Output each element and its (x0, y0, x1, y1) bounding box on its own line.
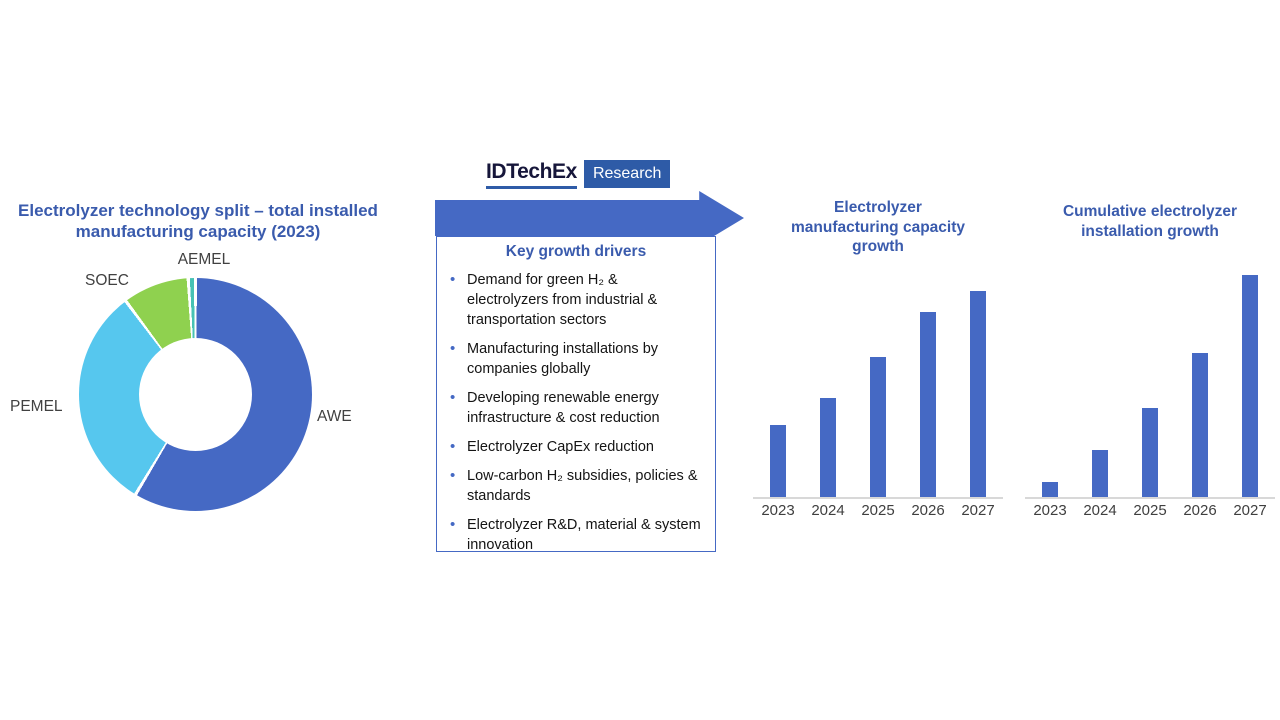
bar-chart-2-title-line2: installation growth (1081, 222, 1219, 240)
bar-chart-1: Electrolyzer manufacturing capacity grow… (752, 198, 1004, 519)
bar-chart-1-title-line3: growth (852, 238, 904, 255)
bar-labels: 2023 2024 2025 2026 2027 (1024, 502, 1276, 519)
bar-label: 2023 (761, 502, 795, 519)
bar (1242, 275, 1258, 497)
donut-hole (139, 338, 252, 451)
bar-chart-1-title-line1: Electrolyzer (834, 199, 922, 216)
donut-label-soec: SOEC (85, 272, 129, 289)
bar-labels: 2023 2024 2025 2026 2027 (752, 502, 1004, 519)
donut-chart (79, 278, 312, 511)
bullet-icon: • (450, 271, 456, 288)
bar (770, 424, 786, 497)
bar-chart-1-title: Electrolyzer manufacturing capacity grow… (752, 198, 1004, 257)
driver-item: • Manufacturing installations by compani… (448, 339, 709, 379)
bar-label: 2025 (1133, 502, 1167, 519)
bar (920, 311, 936, 497)
drivers-list: • Demand for green H₂ & electrolyzers fr… (437, 270, 715, 555)
donut-label-aemel: AEMEL (177, 251, 231, 268)
idtechex-wordmark: IDTechEx (486, 160, 577, 189)
bar (870, 356, 886, 497)
bar (1192, 352, 1208, 497)
bar-chart-2: Cumulative electrolyzer installation gro… (1024, 198, 1276, 519)
bullet-icon: • (450, 467, 456, 484)
bar (1092, 450, 1108, 497)
driver-item: • Electrolyzer R&D, material & system in… (448, 515, 709, 555)
bar-chart-2-title: Cumulative electrolyzer installation gro… (1024, 202, 1276, 241)
bar (1142, 408, 1158, 497)
driver-text: Demand for green H₂ & electrolyzers from… (467, 272, 658, 328)
driver-item: • Low-carbon H₂ subsidies, policies & st… (448, 466, 709, 506)
driver-item: • Electrolyzer CapEx reduction (448, 437, 709, 457)
donut-chart-title-line1: Electrolyzer technology split – total in… (18, 201, 378, 220)
driver-text: Manufacturing installations by companies… (467, 341, 659, 377)
driver-text: Electrolyzer CapEx reduction (467, 439, 654, 455)
bar-label: 2025 (861, 502, 895, 519)
bars (752, 272, 1004, 497)
bar (970, 291, 986, 497)
bars (1024, 272, 1276, 497)
bar-label: 2023 (1033, 502, 1067, 519)
bar-chart-2-title-line1: Cumulative electrolyzer (1062, 203, 1237, 220)
idtechex-logo: IDTechEx Research (486, 160, 671, 189)
bar (820, 398, 836, 497)
driver-text: Electrolyzer R&D, material & system inno… (467, 517, 701, 553)
driver-item: • Developing renewable energy infrastruc… (448, 388, 709, 428)
bullet-icon: • (450, 438, 456, 455)
x-axis-line (753, 497, 1003, 499)
bar-label: 2027 (961, 502, 995, 519)
bar-label: 2027 (1233, 502, 1267, 519)
research-badge: Research (583, 160, 671, 188)
bar-chart-1-title-line2: manufacturing capacity (791, 218, 965, 236)
drivers-title: Key growth drivers (505, 243, 647, 260)
donut-chart-title-line2: manufacturing capacity (2023) (75, 222, 321, 241)
donut-chart-title: Electrolyzer technology split – total in… (0, 200, 396, 242)
bar-label: 2026 (911, 502, 945, 519)
driver-text: Developing renewable energy infrastructu… (467, 390, 660, 426)
bullet-icon: • (450, 340, 456, 357)
bar-label: 2024 (1083, 502, 1117, 519)
bar-label: 2026 (1183, 502, 1217, 519)
donut-label-awe: AWE (317, 408, 352, 425)
bullet-icon: • (450, 389, 456, 406)
driver-text: Low-carbon H₂ subsidies, policies & stan… (467, 468, 698, 504)
bar (1042, 481, 1058, 497)
x-axis-line (1025, 497, 1275, 499)
driver-item: • Demand for green H₂ & electrolyzers fr… (448, 270, 709, 330)
donut-label-pemel: PEMEL (10, 398, 63, 415)
key-growth-drivers-box: Key growth drivers • Demand for green H₂… (436, 236, 716, 555)
bullet-icon: • (450, 516, 456, 533)
bar-label: 2024 (811, 502, 845, 519)
